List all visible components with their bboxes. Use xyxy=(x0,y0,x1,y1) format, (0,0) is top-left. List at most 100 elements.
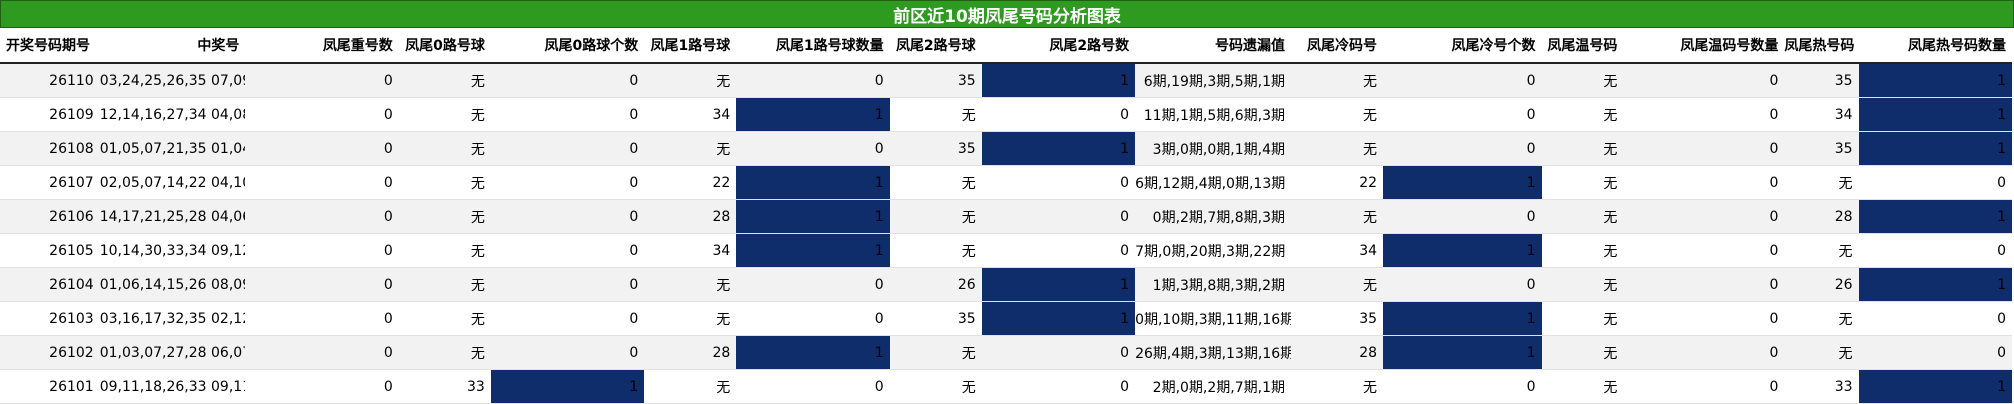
table-cell[interactable]: 28 xyxy=(644,335,737,370)
table-cell[interactable]: 12,14,16,27,34 04,08 xyxy=(99,97,246,132)
table-cell[interactable]: 无 xyxy=(889,165,982,200)
table-cell[interactable]: 26101 xyxy=(0,369,100,404)
table-cell[interactable]: 1 xyxy=(981,267,1136,302)
table-cell[interactable]: 0 xyxy=(736,267,890,302)
table-cell[interactable]: 0 xyxy=(1623,165,1785,200)
column-header[interactable]: 凤尾1路号球数量 xyxy=(736,28,890,64)
table-cell[interactable]: 0 xyxy=(1623,369,1785,404)
column-header[interactable]: 凤尾重号数 xyxy=(245,28,399,64)
table-cell[interactable]: 10,14,30,33,34 09,12 xyxy=(99,233,246,268)
table-cell[interactable]: 35 xyxy=(1291,301,1384,336)
column-header[interactable]: 号码遗漏值 xyxy=(1135,28,1292,64)
table-cell[interactable]: 无 xyxy=(398,335,491,370)
table-cell[interactable]: 无 xyxy=(889,199,982,234)
table-cell[interactable]: 1 xyxy=(1858,97,2012,132)
table-cell[interactable]: 0 xyxy=(490,233,645,268)
column-header[interactable]: 中奖号 xyxy=(99,28,246,64)
table-cell[interactable]: 无 xyxy=(889,369,982,404)
table-cell[interactable]: 0 xyxy=(490,301,645,336)
table-cell[interactable]: 无 xyxy=(398,199,491,234)
table-cell[interactable]: 1 xyxy=(1858,131,2012,166)
table-cell[interactable]: 26108 xyxy=(0,131,100,166)
table-cell[interactable]: 34 xyxy=(1291,233,1384,268)
table-cell[interactable]: 0 xyxy=(1623,267,1785,302)
table-cell[interactable]: 无 xyxy=(1541,335,1624,370)
table-cell[interactable]: 0 xyxy=(981,97,1136,132)
table-cell[interactable]: 26103 xyxy=(0,301,100,336)
table-cell[interactable]: 34 xyxy=(1784,97,1859,132)
table-cell[interactable]: 无 xyxy=(1541,165,1624,200)
table-cell[interactable]: 0 xyxy=(490,165,645,200)
table-cell[interactable]: 0 xyxy=(736,301,890,336)
table-cell[interactable]: 26109 xyxy=(0,97,100,132)
table-cell[interactable]: 无 xyxy=(1541,63,1624,98)
table-cell[interactable]: 1 xyxy=(981,301,1136,336)
table-cell[interactable]: 无 xyxy=(889,97,982,132)
table-cell[interactable]: 0 xyxy=(490,335,645,370)
table-cell[interactable]: 1 xyxy=(1383,301,1542,336)
table-cell[interactable]: 无 xyxy=(1291,131,1384,166)
table-cell[interactable]: 7期,0期,20期,3期,22期 xyxy=(1135,233,1292,268)
table-cell[interactable]: 无 xyxy=(398,267,491,302)
table-cell[interactable]: 无 xyxy=(1291,63,1384,98)
table-cell[interactable]: 0 xyxy=(1858,233,2012,268)
table-cell[interactable]: 0 xyxy=(1858,335,2012,370)
table-cell[interactable]: 0 xyxy=(245,131,399,166)
table-cell[interactable]: 26104 xyxy=(0,267,100,302)
table-cell[interactable]: 26106 xyxy=(0,199,100,234)
column-header[interactable]: 凤尾冷码号 xyxy=(1291,28,1384,64)
table-cell[interactable]: 0 xyxy=(1623,63,1785,98)
table-cell[interactable]: 1期,3期,8期,3期,2期 xyxy=(1135,267,1292,302)
table-cell[interactable]: 1 xyxy=(736,233,890,268)
table-cell[interactable]: 0 xyxy=(245,369,399,404)
table-cell[interactable]: 1 xyxy=(736,335,890,370)
table-cell[interactable]: 无 xyxy=(398,63,491,98)
table-cell[interactable]: 35 xyxy=(1784,131,1859,166)
column-header[interactable]: 凤尾冷号个数 xyxy=(1383,28,1542,64)
table-cell[interactable]: 1 xyxy=(1858,199,2012,234)
table-cell[interactable]: 无 xyxy=(1541,97,1624,132)
table-cell[interactable]: 0 xyxy=(1383,131,1542,166)
table-cell[interactable]: 1 xyxy=(736,97,890,132)
table-cell[interactable]: 0 xyxy=(490,267,645,302)
table-cell[interactable]: 0 xyxy=(1623,233,1785,268)
table-cell[interactable]: 0 xyxy=(981,369,1136,404)
table-cell[interactable]: 0 xyxy=(1383,97,1542,132)
table-cell[interactable]: 03,16,17,32,35 02,12 xyxy=(99,301,246,336)
table-cell[interactable]: 1 xyxy=(1858,267,2012,302)
table-cell[interactable]: 0 xyxy=(981,199,1136,234)
table-cell[interactable]: 28 xyxy=(644,199,737,234)
column-header[interactable]: 凤尾2路号数 xyxy=(981,28,1136,64)
table-cell[interactable]: 2期,0期,2期,7期,1期 xyxy=(1135,369,1292,404)
table-cell[interactable]: 0 xyxy=(490,63,645,98)
table-cell[interactable]: 35 xyxy=(889,63,982,98)
table-cell[interactable]: 1 xyxy=(490,369,645,404)
table-cell[interactable]: 1 xyxy=(981,63,1136,98)
table-cell[interactable]: 34 xyxy=(644,97,737,132)
table-cell[interactable]: 0 xyxy=(245,335,399,370)
table-cell[interactable]: 34 xyxy=(644,233,737,268)
table-cell[interactable]: 26105 xyxy=(0,233,100,268)
table-cell[interactable]: 0 xyxy=(245,165,399,200)
table-cell[interactable]: 33 xyxy=(1784,369,1859,404)
table-cell[interactable]: 0 xyxy=(736,369,890,404)
table-cell[interactable]: 0 xyxy=(245,63,399,98)
column-header[interactable]: 凤尾热号码 xyxy=(1784,28,1859,64)
table-cell[interactable]: 1 xyxy=(981,131,1136,166)
table-cell[interactable]: 35 xyxy=(1784,63,1859,98)
table-cell[interactable]: 无 xyxy=(644,63,737,98)
table-cell[interactable]: 0 xyxy=(1623,301,1785,336)
table-cell[interactable]: 0 xyxy=(1858,301,2012,336)
table-cell[interactable]: 0 xyxy=(490,97,645,132)
table-cell[interactable]: 26110 xyxy=(0,63,100,98)
table-cell[interactable]: 无 xyxy=(1541,369,1624,404)
table-cell[interactable]: 26 xyxy=(889,267,982,302)
table-cell[interactable]: 无 xyxy=(1784,335,1859,370)
table-cell[interactable]: 0 xyxy=(490,199,645,234)
table-cell[interactable]: 0 xyxy=(981,233,1136,268)
table-cell[interactable]: 22 xyxy=(644,165,737,200)
table-cell[interactable]: 无 xyxy=(1291,199,1384,234)
table-cell[interactable]: 无 xyxy=(1291,267,1384,302)
table-cell[interactable]: 1 xyxy=(1383,233,1542,268)
table-cell[interactable]: 0期,2期,7期,8期,3期 xyxy=(1135,199,1292,234)
